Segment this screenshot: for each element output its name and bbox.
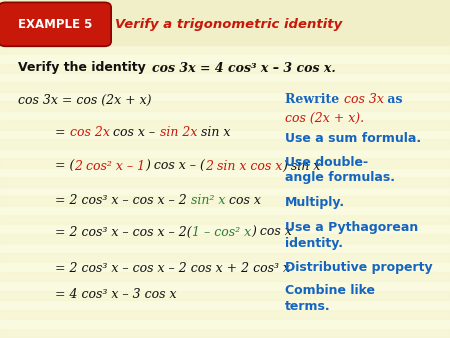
Text: cos 3x: cos 3x [344, 94, 383, 106]
Bar [0, 329, 450, 338]
FancyBboxPatch shape [0, 2, 111, 46]
Bar [0, 120, 450, 130]
Text: as: as [383, 94, 403, 106]
Text: Distributive property: Distributive property [285, 262, 432, 274]
Bar [0, 139, 450, 149]
Bar [0, 196, 450, 206]
Text: sin² x: sin² x [191, 193, 225, 207]
Text: Multiply.: Multiply. [285, 195, 345, 209]
Text: ) sin x: ) sin x [283, 160, 321, 172]
Text: Rewrite: Rewrite [285, 94, 344, 106]
Bar [0, 177, 450, 187]
Bar [0, 234, 450, 243]
Text: ) cos x – (: ) cos x – ( [145, 160, 205, 172]
Bar [0, 291, 450, 300]
Text: Use double-: Use double- [285, 155, 368, 169]
Bar [0, 158, 450, 168]
Bar [0, 310, 450, 319]
Text: cos 3x = cos (2x + x): cos 3x = cos (2x + x) [18, 94, 152, 106]
Bar [0, 272, 450, 281]
Bar [0, 101, 450, 111]
Text: ) cos x: ) cos x [251, 225, 292, 239]
Text: sin x: sin x [197, 125, 230, 139]
Text: = 2 cos³ x – cos x – 2: = 2 cos³ x – cos x – 2 [55, 193, 191, 207]
Bar [0, 64, 450, 73]
Text: = 2 cos³ x – cos x – 2 cos x + 2 cos³ x: = 2 cos³ x – cos x – 2 cos x + 2 cos³ x [55, 262, 290, 274]
Text: cos (2x + x).: cos (2x + x). [285, 112, 364, 124]
Text: 2 cos² x – 1: 2 cos² x – 1 [74, 160, 145, 172]
Text: terms.: terms. [285, 299, 331, 313]
Text: sin 2x: sin 2x [159, 125, 197, 139]
Text: Verify a trigonometric identity: Verify a trigonometric identity [115, 18, 342, 31]
Text: Use a sum formula.: Use a sum formula. [285, 131, 421, 145]
Text: Combine like: Combine like [285, 284, 375, 296]
Text: Verify the identity: Verify the identity [18, 62, 146, 74]
Bar [0, 82, 450, 92]
Text: = 2 cos³ x – cos x – 2(: = 2 cos³ x – cos x – 2( [55, 225, 192, 239]
Text: = (: = ( [55, 160, 74, 172]
Text: cos x –: cos x – [109, 125, 159, 139]
Bar [0, 7, 450, 16]
Text: 1 – cos² x: 1 – cos² x [192, 225, 251, 239]
Bar [0, 26, 450, 35]
Text: EXAMPLE 5: EXAMPLE 5 [18, 18, 92, 31]
Bar [0, 45, 450, 54]
Bar [0, 215, 450, 224]
Text: =: = [55, 125, 69, 139]
Text: = 4 cos³ x – 3 cos x: = 4 cos³ x – 3 cos x [55, 289, 176, 301]
Text: 2 sin x cos x: 2 sin x cos x [205, 160, 283, 172]
Text: Use a Pythagorean: Use a Pythagorean [285, 221, 418, 235]
Text: cos 2x: cos 2x [69, 125, 109, 139]
Bar [0, 253, 450, 262]
Text: angle formulas.: angle formulas. [285, 170, 395, 184]
Text: identity.: identity. [285, 238, 343, 250]
Text: cos 3x = 4 cos³ x – 3 cos x.: cos 3x = 4 cos³ x – 3 cos x. [152, 62, 336, 74]
Text: cos x: cos x [225, 193, 261, 207]
FancyBboxPatch shape [0, 0, 450, 46]
